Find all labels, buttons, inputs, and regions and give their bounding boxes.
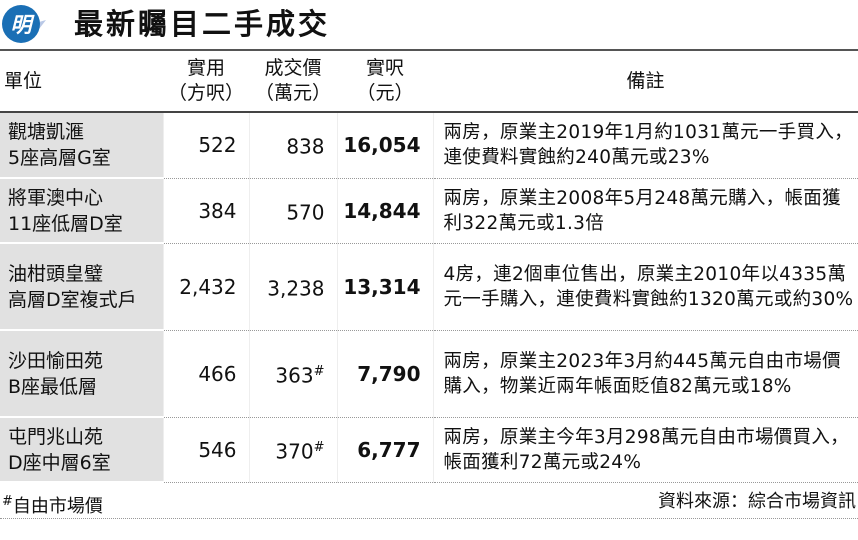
- col-label: 實用: [186, 57, 225, 79]
- table-row: 油柑頭皇璧高層D室複式戶 2,432 3,238 13,314 4房，連2個車位…: [0, 243, 858, 331]
- estate: 油柑頭皇璧: [8, 262, 104, 285]
- unit-cell: 油柑頭皇璧高層D室複式戶: [0, 243, 163, 331]
- table-row: 觀塘凱滙 5座高層G室 522 838 16,054 兩房，原業主2019年1月約…: [0, 112, 858, 179]
- transactions-table: 單位 實用 （方呎） 成交價 （萬元） 實呎 （元） 備註 觀塘凱滙 5座高層G室 52…: [0, 51, 858, 483]
- price-cell: 570: [248, 178, 337, 243]
- table-row: 沙田愉田苑 B座最低層 466 363# 7,790 兩房，原業主2023年3月約…: [0, 330, 858, 418]
- source: 資料來源：綜合市場資訊: [658, 491, 856, 512]
- col-label: 實呎: [365, 57, 404, 79]
- col-unit-label: （元）: [356, 82, 414, 104]
- estate: 屯門兆山苑: [8, 425, 104, 448]
- footer: #自由市場價 資料來源：綜合市場資訊: [0, 486, 858, 519]
- flat: 11座低層D室: [8, 212, 123, 235]
- col-unit-label: （方呎）: [167, 82, 244, 104]
- footnote-text: 自由市場價: [12, 496, 103, 517]
- price: 570: [286, 200, 325, 225]
- col-area: 實用 （方呎）: [163, 51, 249, 112]
- flat: 5座高層G室: [8, 147, 111, 169]
- table-row: 屯門兆山苑 D座中層6室 546 370# 6,777 兩房，原業主今年3月298…: [0, 417, 858, 483]
- page-title: 最新矚目二手成交: [74, 7, 331, 41]
- price: 838: [286, 135, 325, 160]
- col-label: 成交價: [264, 57, 322, 79]
- psf-cell: 14,844: [336, 178, 433, 243]
- psf-cell: 6,777: [336, 417, 433, 482]
- psf-cell: 7,790: [336, 330, 433, 417]
- note-cell: 兩房，原業主2019年1月約1031萬元一手買入，連使費料實蝕約240萬元或23…: [432, 112, 858, 178]
- note-cell: 兩房，原業主2023年3月約445萬元自由市場價購入，物業近兩年帳面貶值82萬元…: [432, 330, 858, 417]
- estate: 沙田愉田苑: [8, 349, 104, 372]
- free-market-mark: #: [313, 439, 325, 455]
- unit-cell: 將軍澳中心 11座低層D室: [0, 178, 163, 244]
- divider: [0, 49, 858, 51]
- psf-cell: 13,314: [336, 243, 433, 330]
- price: 370: [275, 439, 314, 464]
- estate: 將軍澳中心: [8, 186, 104, 209]
- footnote: #自由市場價: [2, 486, 103, 523]
- area-cell: 384: [162, 178, 249, 243]
- col-unit: 單位: [4, 69, 43, 92]
- estate: 觀塘凱滙: [8, 121, 85, 143]
- header: 明 最新矚目二手成交: [0, 0, 858, 50]
- col-unit-label: （萬元）: [254, 82, 331, 104]
- flat: 高層D室複式戶: [8, 288, 137, 311]
- unit-cell: 觀塘凱滙 5座高層G室: [0, 112, 163, 179]
- note-cell: 兩房，原業主今年3月298萬元自由市場價買入，帳面獲利72萬元或24%: [432, 417, 858, 482]
- free-market-mark: #: [313, 363, 325, 379]
- price: 3,238: [267, 276, 325, 301]
- area-cell: 522: [162, 112, 249, 178]
- col-psf: 實呎 （元）: [337, 51, 433, 112]
- price-cell: 838: [248, 112, 337, 178]
- note-cell: 4房，連2個車位售出，原業主2010年以4335萬元一手購入，連使費料實蝕約13…: [432, 243, 858, 330]
- col-price: 成交價 （萬元）: [249, 51, 337, 112]
- unit-cell: 沙田愉田苑 B座最低層: [0, 330, 163, 418]
- area-cell: 466: [162, 330, 249, 417]
- note-cell: 兩房，原業主2008年5月248萬元購入，帳面獲利322萬元或1.3倍: [432, 178, 858, 243]
- area-cell: 546: [162, 417, 249, 482]
- flat: B座最低層: [8, 375, 98, 398]
- svg-text:明: 明: [11, 13, 36, 37]
- price-cell: 363#: [248, 330, 337, 417]
- flat: D座中層6室: [8, 451, 111, 474]
- col-note: 備註: [626, 69, 665, 92]
- price-cell: 370#: [248, 417, 337, 482]
- table-row: 將軍澳中心 11座低層D室 384 570 14,844 兩房，原業主2008年5…: [0, 178, 858, 244]
- area-cell: 2,432: [162, 243, 249, 330]
- footnote-mark: #: [2, 494, 13, 509]
- price-cell: 3,238: [248, 243, 337, 330]
- unit-cell: 屯門兆山苑 D座中層6室: [0, 417, 163, 483]
- price: 363: [275, 363, 314, 388]
- psf-cell: 16,054: [336, 112, 433, 178]
- header-row: 單位 實用 （方呎） 成交價 （萬元） 實呎 （元） 備註: [0, 51, 858, 112]
- ming-pao-logo: 明: [2, 5, 46, 43]
